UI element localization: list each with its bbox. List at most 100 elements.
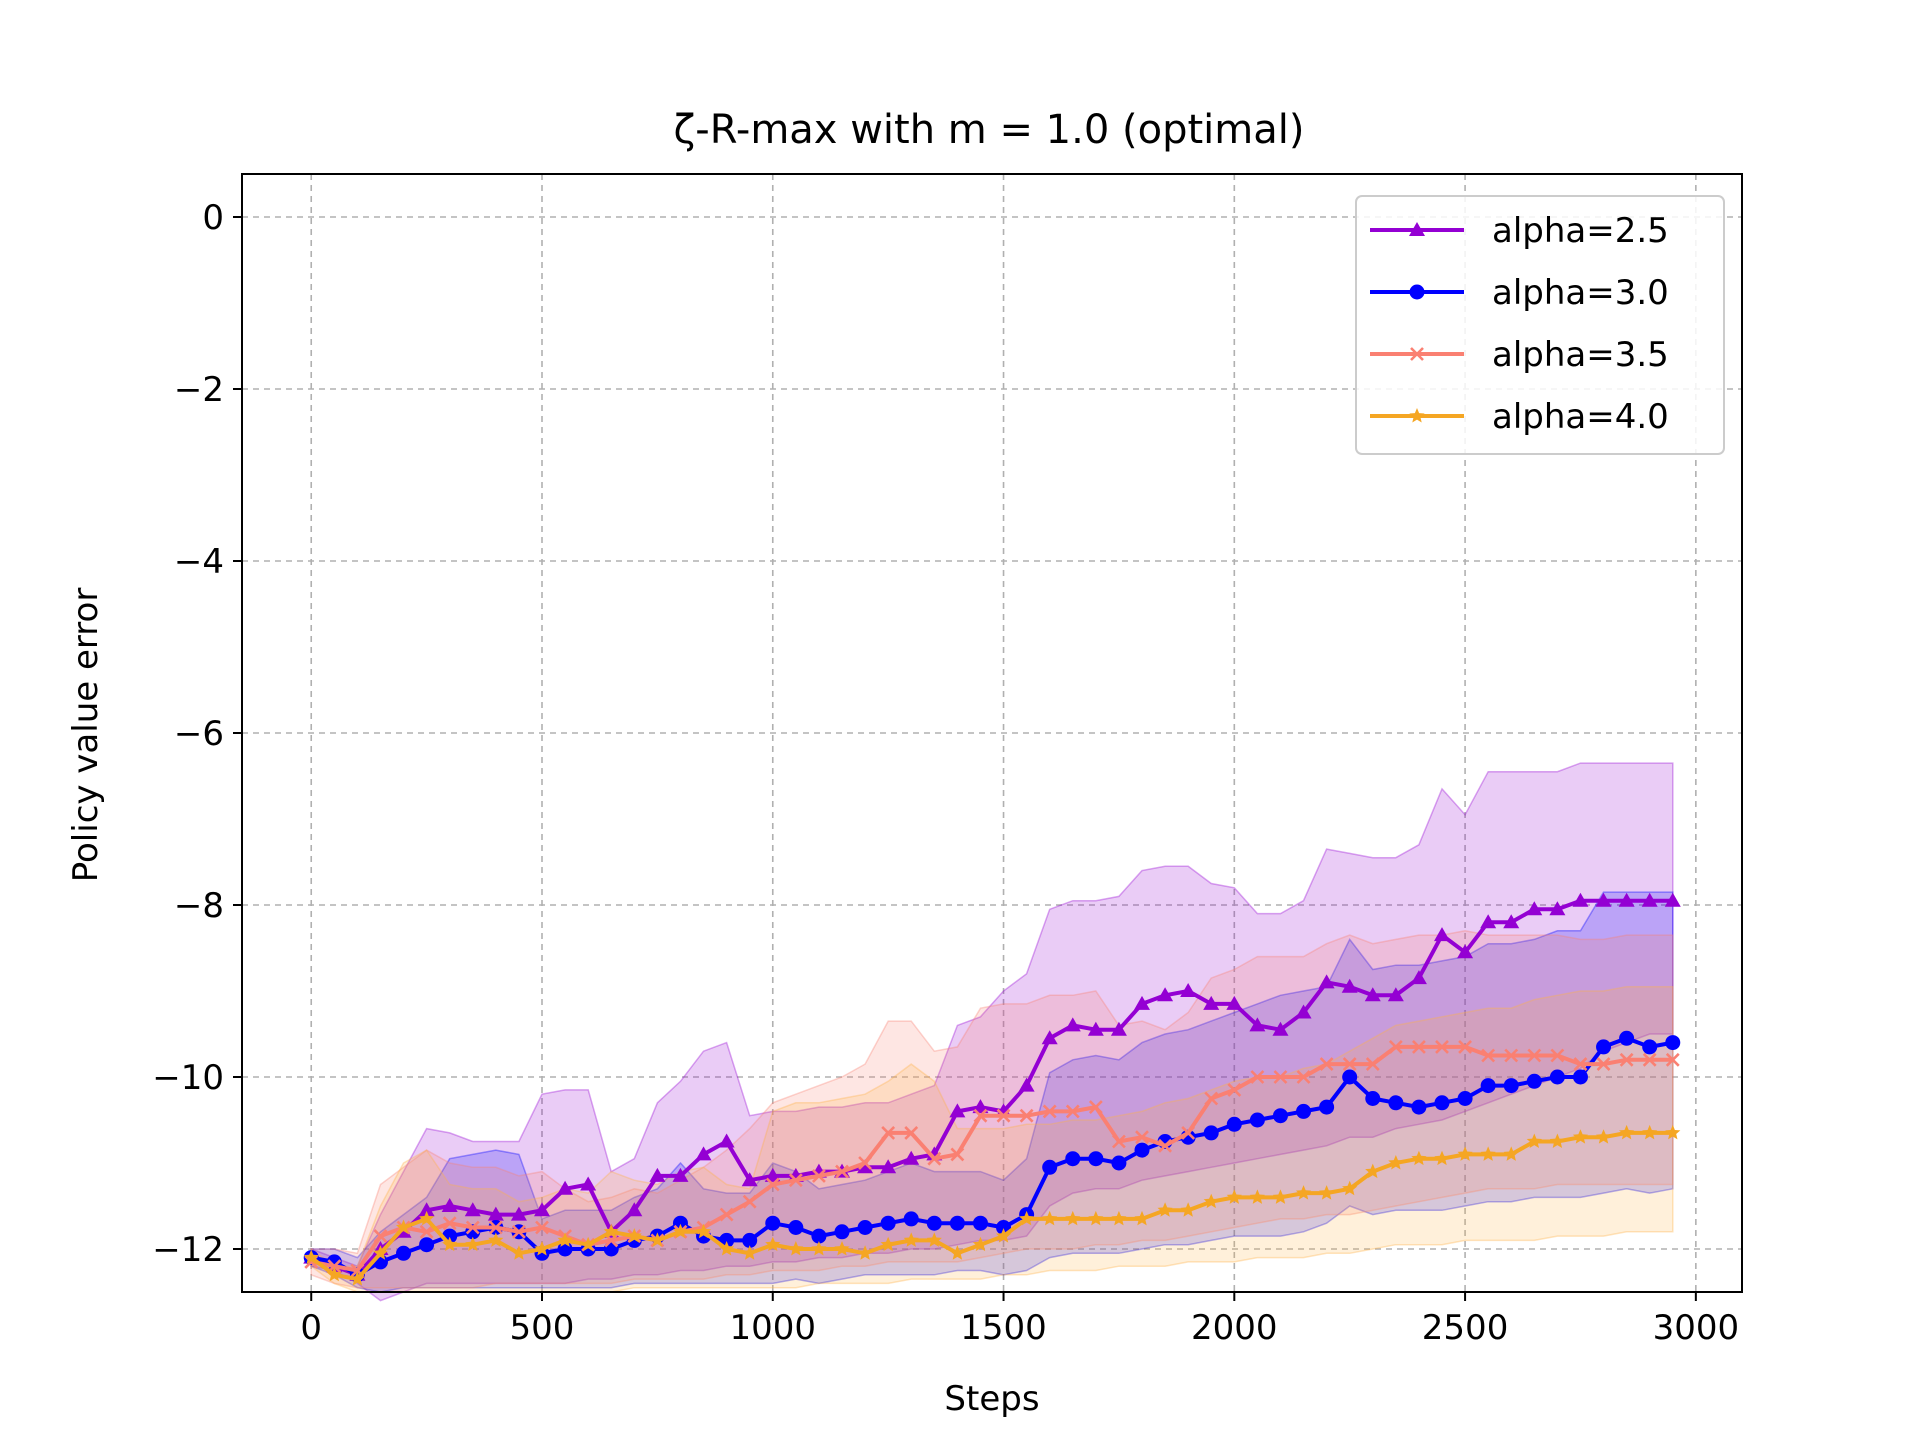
data-point-series-3	[719, 1207, 734, 1222]
legend-marker-series-3	[1410, 347, 1424, 361]
data-point-series-2	[926, 1215, 942, 1231]
data-point-series-1	[1064, 1017, 1081, 1032]
data-point-series-3	[1273, 1070, 1288, 1084]
data-point-series-1	[441, 1198, 458, 1212]
data-point-series-2	[1572, 1069, 1588, 1085]
data-point-series-4	[1226, 1189, 1242, 1204]
data-point-series-3	[1065, 1104, 1080, 1119]
data-point-series-1	[1134, 995, 1150, 1010]
data-point-series-4	[349, 1271, 365, 1286]
data-point-series-2	[1342, 1069, 1358, 1085]
data-point-series-4	[926, 1232, 942, 1247]
data-point-series-3	[1435, 1039, 1449, 1054]
data-point-series-3	[1504, 1048, 1519, 1063]
data-point-series-3	[535, 1220, 549, 1235]
data-point-series-3	[1596, 1057, 1611, 1072]
data-point-series-1	[1549, 901, 1566, 916]
data-point-series-3	[1458, 1039, 1472, 1054]
data-point-series-1	[1572, 892, 1589, 907]
data-point-series-4	[1042, 1210, 1058, 1226]
data-point-series-4	[372, 1245, 389, 1260]
data-point-series-1	[741, 1172, 758, 1187]
data-point-series-2	[1388, 1095, 1404, 1111]
data-point-series-1	[1364, 987, 1381, 1002]
data-point-series-2	[811, 1228, 827, 1244]
data-point-series-2	[1088, 1151, 1104, 1167]
data-point-series-4	[1111, 1210, 1127, 1226]
data-point-series-2	[1134, 1142, 1150, 1158]
y-tick-label: −4	[174, 542, 224, 582]
data-point-series-4	[765, 1236, 781, 1252]
data-point-series-3	[973, 1108, 988, 1123]
legend-label: alpha=3.0	[1492, 273, 1669, 313]
data-point-series-4	[672, 1223, 689, 1239]
x-tick-label: 1000	[730, 1308, 817, 1348]
data-point-series-1	[534, 1202, 550, 1217]
data-point-series-2	[1411, 1099, 1427, 1115]
data-point-series-2	[1503, 1078, 1519, 1094]
chart-title: ζ-R-max with m = 1.0 (optimal)	[674, 107, 1305, 153]
data-point-series-4	[949, 1245, 965, 1260]
y-tick-label: −2	[174, 370, 224, 410]
data-point-series-2	[1249, 1112, 1265, 1128]
data-point-series-1	[903, 1150, 920, 1165]
data-point-series-2	[396, 1245, 412, 1261]
y-tick-label: −10	[152, 1058, 224, 1098]
data-point-series-4	[995, 1228, 1012, 1243]
data-point-series-2	[1480, 1078, 1496, 1094]
data-point-series-4	[972, 1236, 989, 1252]
data-point-series-3	[742, 1194, 757, 1209]
data-point-series-3	[1135, 1130, 1149, 1145]
data-point-series-4	[719, 1241, 735, 1256]
data-point-series-2	[765, 1215, 781, 1231]
data-point-series-3	[1158, 1138, 1172, 1153]
data-point-series-1	[580, 1176, 597, 1191]
legend-marker-series-1	[1409, 222, 1425, 236]
data-point-series-3	[373, 1229, 388, 1244]
confidence-band-series-1	[310, 762, 1674, 1302]
x-tick-label: 0	[300, 1308, 322, 1348]
data-point-series-3	[1019, 1108, 1034, 1123]
data-point-series-2	[1203, 1125, 1219, 1141]
data-point-series-1	[1480, 914, 1497, 929]
data-point-series-4	[788, 1241, 804, 1256]
data-point-series-1	[718, 1133, 735, 1148]
data-point-series-2	[1272, 1108, 1288, 1124]
data-point-series-4	[1503, 1146, 1519, 1161]
legend-marker-series-4	[1409, 408, 1425, 423]
data-point-series-4	[534, 1241, 550, 1256]
data-point-series-3	[1481, 1048, 1496, 1063]
data-point-series-1	[1457, 944, 1474, 959]
data-point-series-2	[949, 1215, 965, 1231]
data-point-series-3	[1388, 1039, 1403, 1054]
data-point-series-3	[996, 1108, 1011, 1123]
data-point-series-3	[1365, 1057, 1380, 1072]
x-tick-label: 2500	[1422, 1308, 1509, 1348]
data-point-series-4	[1272, 1189, 1289, 1204]
data-point-series-1	[1018, 1077, 1035, 1092]
data-point-series-4	[1434, 1150, 1450, 1166]
data-point-series-2	[1596, 1039, 1612, 1055]
data-point-series-3	[1204, 1091, 1219, 1106]
data-point-series-2	[603, 1241, 619, 1257]
data-point-series-1	[464, 1202, 481, 1217]
data-point-series-1	[649, 1167, 666, 1182]
data-point-series-3	[1227, 1082, 1242, 1097]
data-point-series-3	[1342, 1057, 1357, 1072]
data-point-series-1	[418, 1202, 435, 1217]
data-point-series-4	[626, 1228, 642, 1243]
data-point-series-1	[1226, 995, 1243, 1010]
legend: alpha=2.5 alpha=3.0 alpha=3.5 alpha=4.0	[1355, 195, 1725, 455]
data-point-series-1	[1341, 978, 1358, 993]
y-tick-label: −8	[174, 886, 224, 926]
data-point-series-3	[1665, 1052, 1680, 1067]
data-point-series-4	[395, 1219, 412, 1234]
data-point-series-3	[927, 1151, 942, 1166]
data-point-series-1	[1272, 1021, 1289, 1036]
y-tick-label: −12	[152, 1230, 224, 1270]
data-point-series-3	[835, 1164, 849, 1179]
data-point-series-4	[811, 1241, 827, 1256]
data-point-series-4	[1411, 1150, 1427, 1166]
data-point-series-4	[1019, 1210, 1035, 1226]
